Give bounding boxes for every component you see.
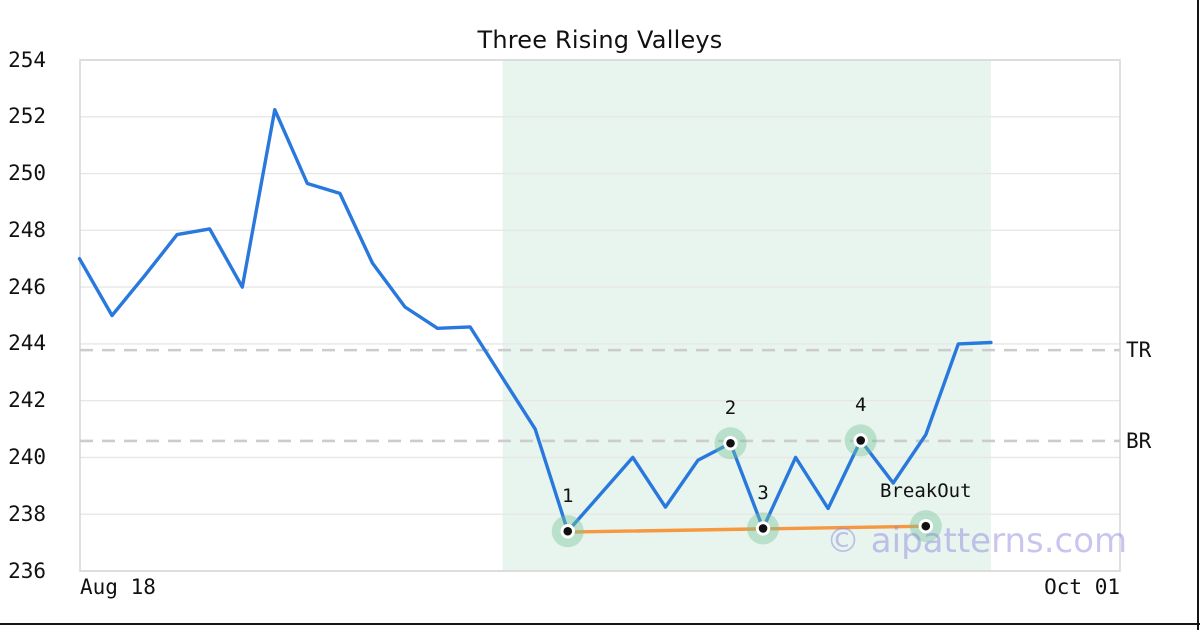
figure-bottom-edge [0,623,1200,625]
marker-label-4: 4 [854,394,867,417]
watermark: © aipatterns.com [826,521,1128,561]
tr-line-label: TR [1126,338,1152,363]
marker-dot [758,524,768,533]
marker-dot [921,521,931,531]
marker-dot [726,438,735,448]
y-tick-label: 246 [8,274,46,299]
resistance-breakout-lines [80,348,1120,443]
y-tick-label: 244 [8,331,46,356]
y-tick-label: 238 [8,501,46,526]
y-tick-label: 248 [8,217,46,242]
marker-dot [563,526,573,536]
marker-label-1: 1 [562,485,574,508]
y-tick-label: 236 [8,558,46,583]
marker-dot [856,436,865,445]
marker-label-2: 2 [724,397,737,420]
marker-label-breakout: BreakOut [880,480,972,503]
y-tick-label: 242 [8,388,46,413]
pattern-markers [551,424,942,548]
figure-right-edge [1197,0,1199,630]
x-tick-label-end: Oct 01 [1044,575,1120,599]
x-tick-label-start: Aug 18 [80,575,156,599]
y-tick-label: 240 [8,444,46,469]
y-tick-label: 254 [8,47,46,72]
chart-title: Three Rising Valleys [477,26,723,54]
y-tick-label: 250 [8,161,46,186]
plot-border [79,59,1121,572]
y-tick-label: 252 [8,104,46,129]
br-line-label: BR [1126,428,1152,453]
price-line [77,108,993,533]
marker-label-3: 3 [757,482,769,505]
valley-trendline [566,524,930,534]
